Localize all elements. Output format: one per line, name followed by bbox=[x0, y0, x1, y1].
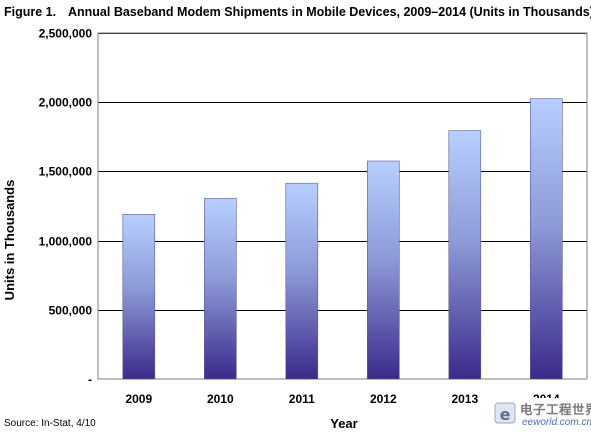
eeworld-logo-icon: e bbox=[494, 402, 516, 424]
y-tick-label: - bbox=[88, 373, 92, 387]
x-axis-title: Year bbox=[330, 416, 357, 431]
gridlines bbox=[98, 33, 587, 311]
figure-title: Figure 1. Annual Baseband Modem Shipments… bbox=[4, 5, 591, 19]
x-tick-label: 2010 bbox=[207, 392, 234, 406]
x-tick-label: 2013 bbox=[451, 392, 478, 406]
y-tick-label: 1,000,000 bbox=[39, 235, 93, 249]
x-tick-label: 2011 bbox=[289, 392, 315, 406]
y-tick-label: 1,500,000 bbox=[39, 165, 93, 179]
plot-area bbox=[97, 32, 588, 380]
y-tick-labels: - 500,000 1,000,000 1,500,000 2,000,000 2,500… bbox=[39, 27, 93, 387]
y-tick-label: 500,000 bbox=[49, 304, 93, 318]
y-tick-label: 2,000,000 bbox=[39, 96, 93, 110]
bar-2012 bbox=[366, 160, 400, 380]
svg-text:e: e bbox=[500, 405, 511, 424]
bar-2014 bbox=[529, 98, 563, 380]
bar-2010 bbox=[204, 198, 237, 380]
bar-2009 bbox=[122, 214, 156, 380]
y-axis-title: Units in Thousands bbox=[2, 180, 17, 301]
figure-number: Figure 1. bbox=[4, 5, 57, 19]
bars bbox=[122, 98, 563, 380]
x-tick-label: 2009 bbox=[125, 392, 152, 406]
x-tick-label: 2012 bbox=[370, 392, 397, 406]
y-tick-label: 2,500,000 bbox=[39, 27, 93, 41]
watermark: e 电子工程世界 eeworld.com.cn bbox=[492, 398, 591, 434]
bar-2013 bbox=[448, 130, 482, 380]
source-note: Source: In-Stat, 4/10 bbox=[4, 418, 96, 429]
watermark-main-text: 电子工程世界 bbox=[520, 402, 591, 417]
watermark-url: eeworld.com.cn bbox=[522, 417, 591, 428]
bar-2011 bbox=[285, 182, 319, 380]
figure-title-text: Annual Baseband Modem Shipments in Mobil… bbox=[68, 5, 591, 19]
